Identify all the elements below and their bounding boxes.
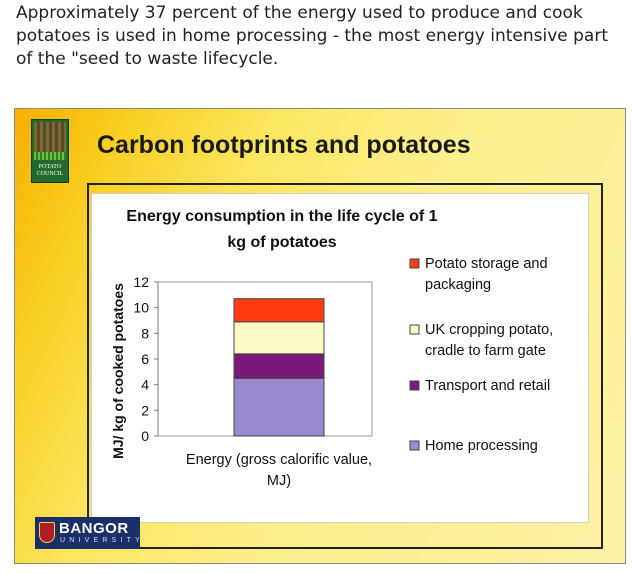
legend-label: packaging	[425, 277, 491, 293]
potato-council-logo: POTATO COUNCIL	[31, 119, 69, 183]
legend-label: Home processing	[425, 438, 538, 454]
logo-text: POTATO COUNCIL	[36, 164, 64, 177]
legend-swatch-2	[409, 324, 420, 335]
legend-label: UK cropping potato,	[425, 322, 553, 338]
x-category-label-line-1: Energy (gross calorific value,	[186, 452, 372, 468]
slide: POTATO COUNCIL Carbon footprints and pot…	[14, 108, 626, 564]
y-tick-label: 6	[141, 351, 149, 367]
bar-segment-3	[233, 321, 325, 355]
crest-icon	[39, 522, 55, 543]
bar-segment-4	[233, 298, 325, 323]
legend-label: Potato storage and	[425, 256, 548, 272]
stacked-bar-chart: 0 2 4 6 8 10 12 MJ/ kg of cooked potatoes Energy…	[110, 256, 553, 489]
legend-swatch-4	[409, 440, 420, 451]
chart-area: Energy consumption in the life cycle of …	[91, 193, 589, 523]
chart-frame	[87, 183, 603, 549]
bangor-university-logo: BANGOR UNIVERSITY	[35, 517, 140, 549]
y-tick-label: 8	[141, 325, 149, 341]
chart-title-line-1: Energy consumption in the life cycle of …	[126, 208, 438, 225]
y-tick-label: 2	[141, 402, 149, 418]
leaves-icon	[34, 152, 66, 160]
chart-title-line-2: kg of potatoes	[227, 234, 337, 251]
slide-title: Carbon footprints and potatoes	[97, 131, 471, 159]
y-tick-label: 10	[133, 300, 149, 316]
y-axis-label: MJ/ kg of cooked potatoes	[110, 283, 126, 459]
university-name: BANGOR	[59, 520, 129, 537]
bar-segment-2	[233, 353, 325, 379]
legend-swatch-3	[409, 380, 420, 391]
y-tick-label: 4	[141, 377, 149, 393]
page-caption: Approximately 37 percent of the energy u…	[16, 3, 608, 69]
legend-label: Transport and retail	[425, 378, 550, 394]
y-tick-label: 12	[133, 274, 149, 290]
x-category-label-line-2: MJ)	[267, 473, 291, 489]
chart-title: Energy consumption in the life cycle of …	[92, 204, 472, 256]
legend-swatch-1	[409, 258, 420, 269]
university-sub: UNIVERSITY	[60, 537, 145, 544]
legend-label: cradle to farm gate	[425, 343, 546, 359]
y-tick-label: 0	[141, 428, 149, 444]
field-icon	[34, 122, 66, 152]
bar-segment-1	[233, 377, 325, 437]
